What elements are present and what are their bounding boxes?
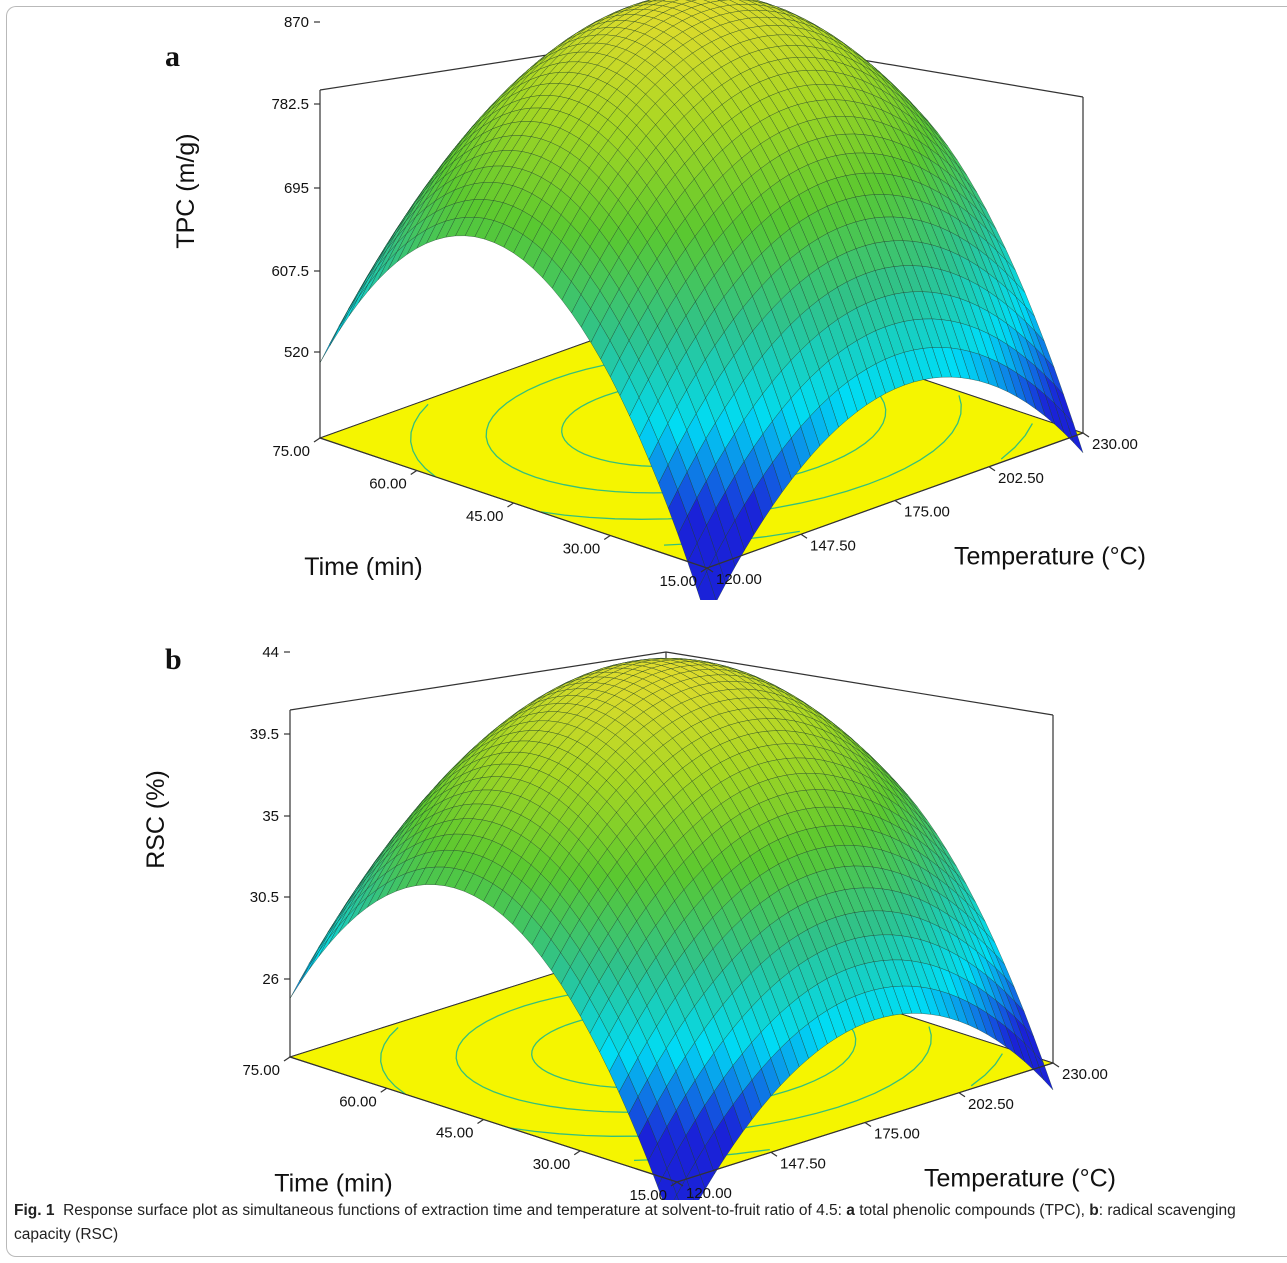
caption-text-1: Response surface plot as simultaneous fu…	[63, 1202, 847, 1219]
time-tick-mark	[670, 1181, 678, 1187]
time-tick-label: 15.00	[629, 1187, 667, 1200]
surface-cell	[348, 284, 369, 317]
caption-text-3: : radical scavenging capacity (RSC)	[14, 1202, 1236, 1243]
surface-cell	[348, 279, 368, 312]
time-tick-label: 15.00	[659, 573, 697, 590]
surface-cell	[339, 297, 359, 331]
caption-text-2: total phenolic compounds (TPC),	[854, 1202, 1090, 1219]
figure-caption: Fig. 1 Response surface plot as simultan…	[14, 1199, 1274, 1247]
temperature-tick-mark	[800, 533, 808, 539]
time-tick-label: 75.00	[242, 1062, 280, 1079]
temperature-axis-title: Temperature (°C)	[924, 1165, 1116, 1193]
temperature-tick-label: 230.00	[1092, 436, 1138, 453]
time-tick-label: 45.00	[436, 1125, 474, 1142]
temperature-tick-label: 175.00	[904, 504, 950, 521]
z-tick-label: 520	[284, 344, 309, 361]
temperature-tick-mark	[894, 500, 902, 505]
temperature-tick-label: 120.00	[686, 1185, 732, 1200]
z-axis-title: TPC (m/g)	[172, 133, 200, 248]
time-tick-mark	[477, 1119, 484, 1124]
time-tick-mark	[700, 567, 708, 573]
temperature-tick-mark	[1082, 432, 1090, 438]
time-tick-mark	[380, 1087, 388, 1093]
time-tick-label: 75.00	[272, 443, 310, 460]
z-tick-label: 44	[262, 644, 279, 661]
z-axis-ticks: 26 30.5 35 39.5 44	[250, 644, 290, 988]
time-tick-label: 60.00	[339, 1093, 377, 1110]
temperature-tick-label: 120.00	[716, 571, 762, 588]
caption-label: Fig. 1	[14, 1202, 55, 1219]
time-tick-label: 60.00	[369, 476, 407, 493]
surface-mesh	[289, 657, 1054, 1200]
z-tick-label: 870	[284, 14, 309, 31]
surface-cell	[299, 951, 319, 984]
z-tick-label: 26	[262, 971, 279, 988]
z-tick-label: 607.5	[271, 263, 309, 280]
panel-letter-a: a	[165, 40, 180, 73]
time-tick-mark	[283, 1056, 291, 1062]
temperature-tick-mark	[864, 1122, 872, 1127]
surface-cell	[329, 311, 350, 347]
temperature-axis-title: Temperature (°C)	[954, 543, 1146, 571]
contour-line	[485, 352, 887, 494]
temperature-tick-label: 202.50	[998, 470, 1044, 487]
time-axis-title: Time (min)	[304, 553, 423, 581]
temperature-tick-mark	[988, 466, 996, 472]
time-tick-label: 30.00	[533, 1156, 571, 1173]
z-axis-ticks: 520 607.5 695 782.5 870	[271, 14, 320, 361]
caption-letter-a: a	[846, 1202, 855, 1219]
surface-cell	[673, 1194, 679, 1200]
temperature-tick-mark	[706, 567, 714, 573]
surface-cell	[308, 934, 329, 966]
temperature-tick-label: 147.50	[810, 537, 856, 554]
temperature-tick-mark	[770, 1151, 778, 1157]
temperature-tick-mark	[958, 1092, 966, 1098]
temperature-tick-label: 230.00	[1062, 1066, 1108, 1083]
time-tick-label: 30.00	[563, 541, 601, 558]
temperature-tick-label: 175.00	[874, 1126, 920, 1143]
temperature-axis-ticks: 120.00 147.50 175.00 202.50 230.00	[676, 1062, 1108, 1200]
time-axis-title: Time (min)	[274, 1170, 393, 1198]
surface-cell	[309, 938, 329, 970]
surface-plot-b: 26 30.5 35 39.5 44 75.00 60.00 45.00 30.00 15.00 1…	[142, 644, 1116, 1200]
time-axis-ticks: 75.00 60.00 45.00 30.00 15.00	[272, 437, 708, 590]
surface-cell	[697, 571, 717, 600]
z-tick-label: 30.5	[250, 889, 279, 906]
temperature-tick-mark	[676, 1181, 684, 1187]
temperature-axis-ticks: 120.00 147.50 175.00 202.50 230.00	[706, 432, 1138, 588]
z-axis-title: RSC (%)	[142, 770, 170, 869]
temperature-tick-label: 147.50	[780, 1155, 826, 1172]
time-tick-mark	[573, 1150, 581, 1156]
surface-mesh	[319, 0, 1084, 600]
z-tick-label: 782.5	[271, 96, 309, 113]
time-axis-ticks: 75.00 60.00 45.00 30.00 15.00	[242, 1056, 678, 1200]
frame-top-left-edge	[289, 651, 667, 711]
temperature-tick-label: 202.50	[968, 1096, 1014, 1113]
caption-letter-b: b	[1089, 1202, 1099, 1219]
surface-plot-a: 520 607.5 695 782.5 870 75.00 60.00 45.00 30.00 1…	[172, 0, 1146, 600]
panel-letter-b: b	[165, 643, 182, 676]
time-tick-mark	[313, 437, 321, 443]
time-tick-mark	[410, 470, 418, 475]
z-tick-label: 695	[284, 180, 309, 197]
temperature-tick-mark	[1052, 1062, 1060, 1068]
z-tick-label: 39.5	[250, 726, 279, 743]
time-tick-mark	[603, 535, 611, 540]
time-tick-label: 45.00	[466, 508, 504, 525]
surface-cell	[676, 1177, 695, 1200]
time-tick-mark	[507, 502, 514, 508]
frame-top-right-edge	[665, 651, 1054, 716]
z-tick-label: 35	[262, 808, 279, 825]
